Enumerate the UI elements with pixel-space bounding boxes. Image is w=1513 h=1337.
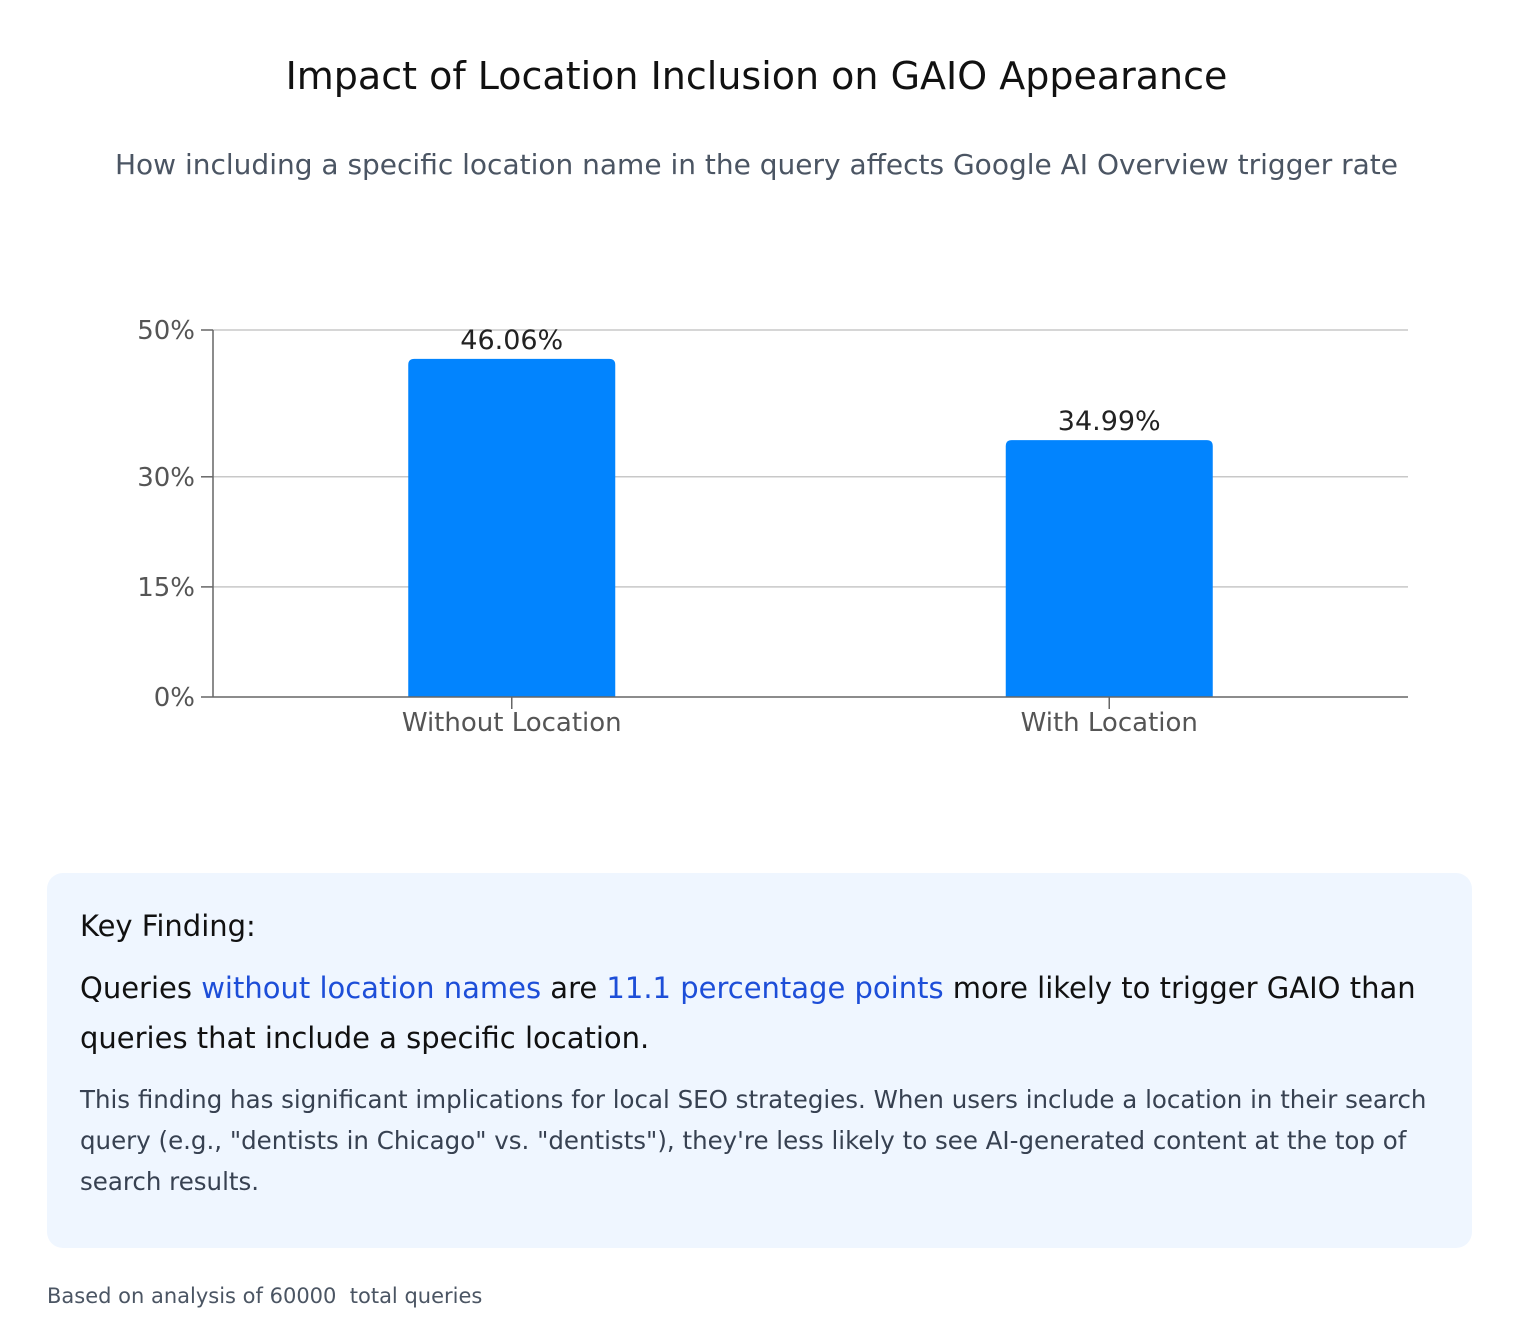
key-finding-detail: This finding has significant implication… xyxy=(80,1085,1427,1196)
statement-text: Queries xyxy=(80,971,202,1005)
x-tick-label: Without Location xyxy=(402,708,622,738)
statement-text: more likely to trigger GAIO than queries… xyxy=(80,971,1416,1055)
bar xyxy=(408,358,616,697)
y-tick-label: 50% xyxy=(137,316,195,346)
x-tick-label: With Location xyxy=(1021,708,1198,738)
y-tick-label: 30% xyxy=(137,463,195,493)
statement-highlight-difference: 11.1 percentage points xyxy=(606,971,944,1005)
chart-subtitle: How including a specific location name i… xyxy=(114,148,1398,181)
bar-value-label: 46.06% xyxy=(460,325,563,356)
y-tick-label: 0% xyxy=(154,683,195,713)
axes xyxy=(201,329,1408,709)
grid-lines xyxy=(213,329,1408,588)
key-finding-statement: Queries without location names are 11.1 … xyxy=(80,963,1439,1063)
statement-text: are xyxy=(541,971,607,1005)
bar xyxy=(1005,440,1213,697)
labels: 0% 15% 30% 50% 46.06% Without Location 34.99% W… xyxy=(137,316,1198,738)
bar-chart: 0% 15% 30% 50% 46.06% Without Location 34.99% W… xyxy=(137,316,1408,738)
bars xyxy=(408,358,1213,697)
bar-value-label: 34.99% xyxy=(1058,406,1161,437)
statement-highlight-no-location: without location names xyxy=(201,971,542,1005)
key-finding-heading: Key Finding: xyxy=(80,909,256,943)
footnote: Based on analysis of 60000 total queries xyxy=(47,1284,483,1308)
key-finding-panel: Key Finding: Queries without location na… xyxy=(47,873,1472,1248)
y-tick-label: 15% xyxy=(137,573,195,603)
chart-title: Impact of Location Inclusion on GAIO App… xyxy=(285,54,1228,98)
